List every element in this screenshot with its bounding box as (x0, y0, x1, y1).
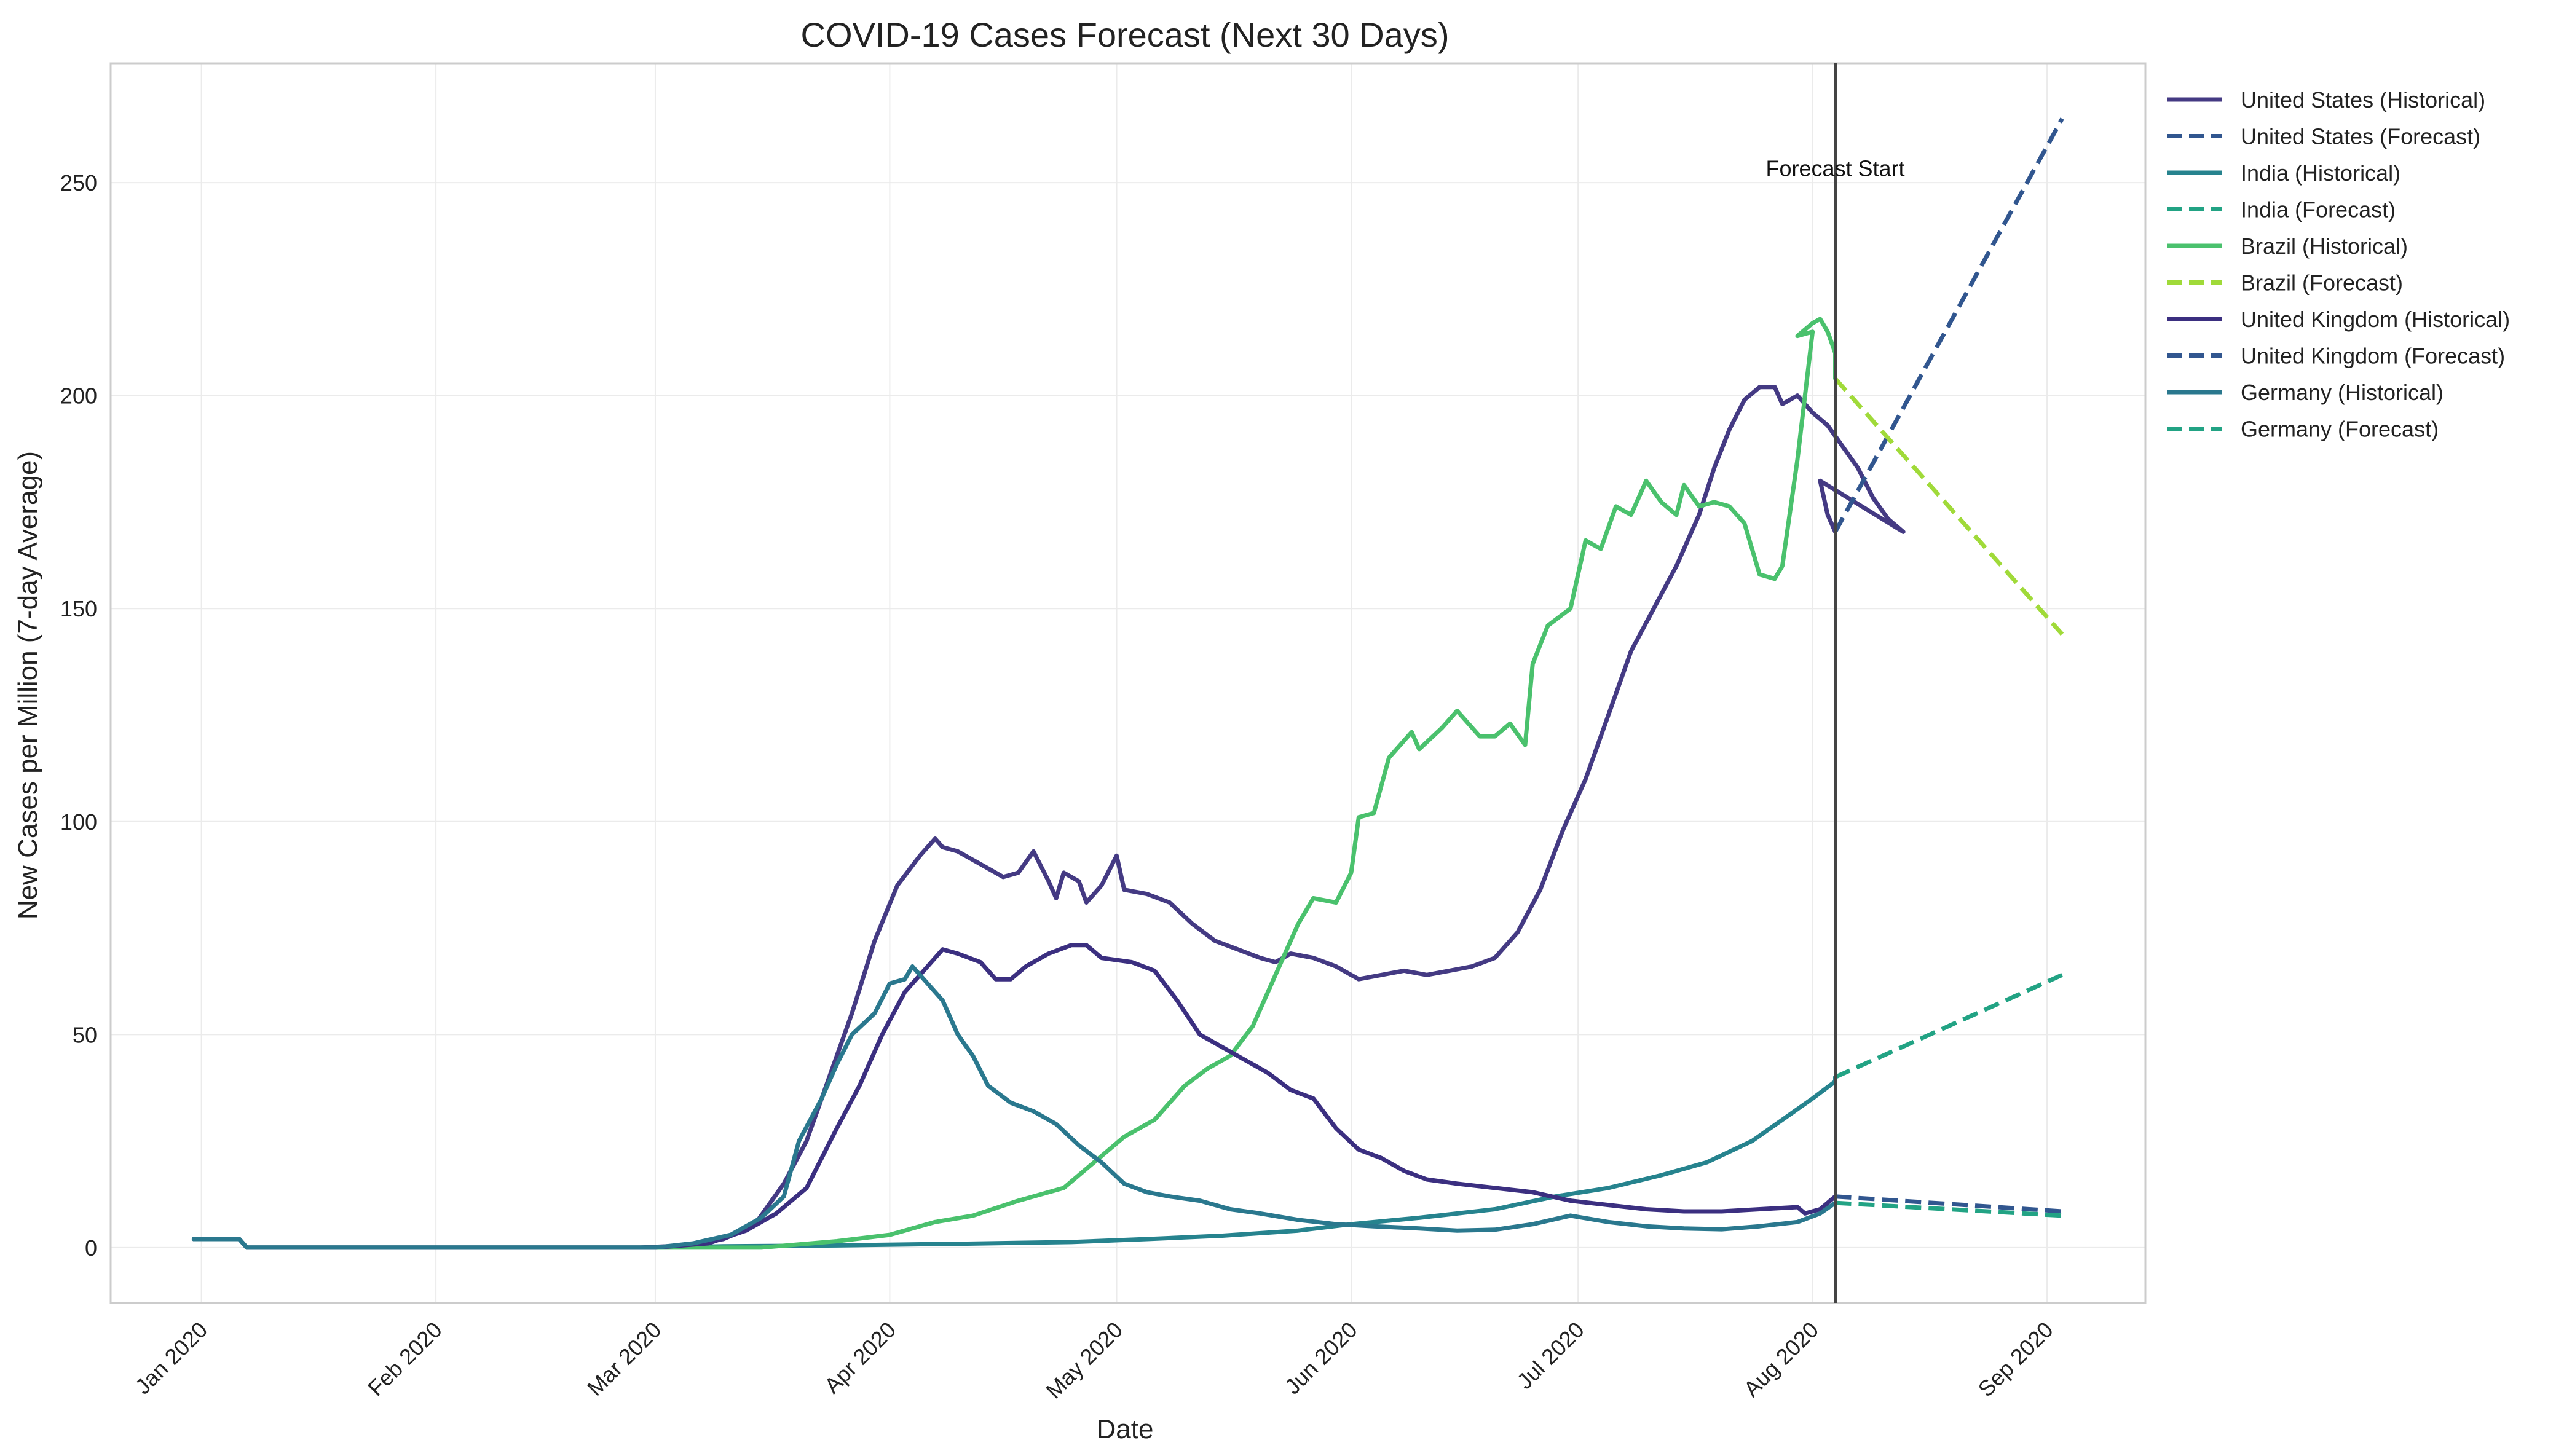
legend-entry: Germany (Historical) (2241, 380, 2444, 405)
series-line-brazil-historical (191, 317, 1837, 1250)
series-line-united-kingdom-forecast (1835, 1194, 2062, 1214)
series-line-india-forecast (1834, 973, 2064, 1079)
legend-entry: India (Historical) (2241, 160, 2400, 186)
y-tick-label: 200 (60, 384, 97, 409)
y-tick-label: 50 (73, 1022, 97, 1047)
legend-entry: United Kingdom (Forecast) (2241, 344, 2505, 369)
series-line-united-states-forecast (1833, 117, 2064, 533)
y-axis-ticks: 0 50 100 150 200 250 (60, 170, 97, 1261)
series-line-germany-forecast (1835, 1200, 2062, 1218)
legend-entry: India (Forecast) (2241, 197, 2396, 222)
legend-entry: Germany (Forecast) (2241, 417, 2439, 442)
chart-title: COVID-19 Cases Forecast (Next 30 Days) (801, 15, 1450, 54)
y-tick-label: 0 (85, 1235, 97, 1261)
y-tick-label: 150 (60, 596, 97, 621)
y-tick-label: 250 (60, 170, 97, 195)
legend: United States (Historical) United States … (2167, 87, 2510, 442)
series-line-brazil-forecast (1833, 377, 2064, 636)
legend-entry: Brazil (Historical) (2241, 234, 2408, 259)
x-axis-label: Date (1097, 1414, 1154, 1444)
series-line-germany-historical (191, 964, 1837, 1250)
forecast-start-label: Forecast Start (1765, 156, 1904, 181)
legend-entry: United States (Historical) (2241, 87, 2485, 112)
y-tick-label: 100 (60, 809, 97, 835)
legend-entry: United Kingdom (Historical) (2241, 307, 2510, 332)
plot-frame (109, 62, 2147, 1304)
y-axis-label: New Cases per Million (7-day Average) (13, 451, 43, 919)
series-line-united-kingdom-historical (191, 943, 1837, 1250)
legend-entry: Brazil (Forecast) (2241, 270, 2403, 296)
legend-entry: United States (Forecast) (2241, 124, 2480, 149)
series-layer (191, 117, 2064, 1250)
